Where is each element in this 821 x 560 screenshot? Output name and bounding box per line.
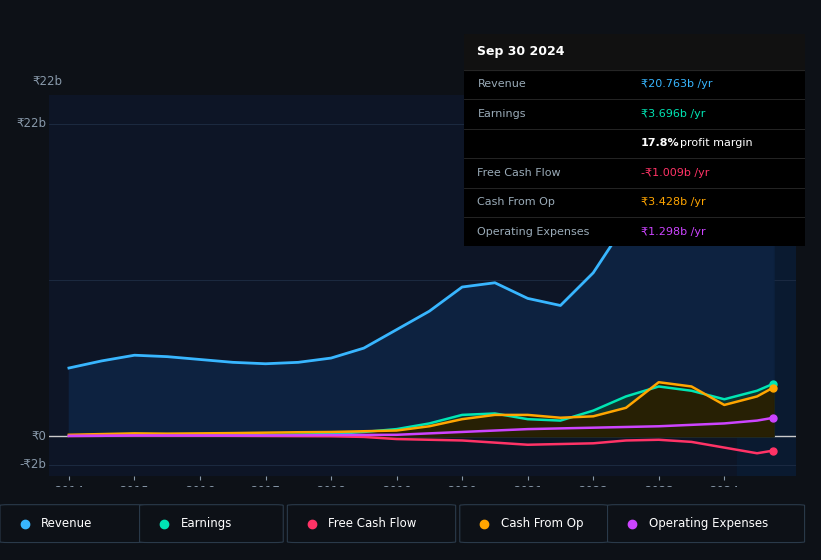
Text: ₹20.763b /yr: ₹20.763b /yr	[641, 80, 713, 90]
Text: Earnings: Earnings	[478, 109, 526, 119]
Text: 17.8%: 17.8%	[641, 138, 680, 148]
Text: ₹0: ₹0	[31, 430, 46, 443]
Text: ₹3.428b /yr: ₹3.428b /yr	[641, 197, 706, 207]
Bar	[737, 95, 796, 476]
FancyBboxPatch shape	[0, 505, 144, 543]
Text: Operating Expenses: Operating Expenses	[649, 517, 768, 530]
Text: Revenue: Revenue	[41, 517, 93, 530]
FancyBboxPatch shape	[140, 505, 283, 543]
Text: ₹1.298b /yr: ₹1.298b /yr	[641, 227, 706, 237]
Text: ₹22b: ₹22b	[16, 117, 46, 130]
Text: -₹2b: -₹2b	[19, 458, 46, 471]
Text: -₹1.009b /yr: -₹1.009b /yr	[641, 168, 709, 178]
Text: Cash From Op: Cash From Op	[478, 197, 555, 207]
Text: profit margin: profit margin	[681, 138, 753, 148]
FancyBboxPatch shape	[460, 505, 608, 543]
Text: Revenue: Revenue	[478, 80, 526, 90]
Text: Cash From Op: Cash From Op	[501, 517, 583, 530]
Bar	[464, 34, 805, 70]
Text: Earnings: Earnings	[181, 517, 232, 530]
Text: Free Cash Flow: Free Cash Flow	[328, 517, 417, 530]
Text: ₹3.696b /yr: ₹3.696b /yr	[641, 109, 705, 119]
FancyBboxPatch shape	[608, 505, 805, 543]
Text: Sep 30 2024: Sep 30 2024	[478, 45, 565, 58]
Text: ₹22b: ₹22b	[33, 74, 63, 88]
Text: Operating Expenses: Operating Expenses	[478, 227, 589, 237]
Text: Free Cash Flow: Free Cash Flow	[478, 168, 561, 178]
FancyBboxPatch shape	[287, 505, 456, 543]
